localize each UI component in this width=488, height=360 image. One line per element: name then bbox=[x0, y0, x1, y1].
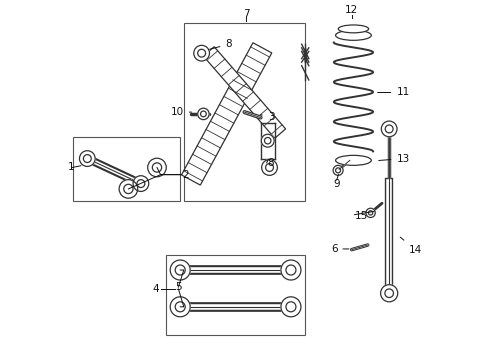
Circle shape bbox=[170, 260, 190, 280]
Polygon shape bbox=[203, 47, 285, 138]
Circle shape bbox=[332, 165, 343, 175]
Circle shape bbox=[261, 159, 277, 175]
Circle shape bbox=[365, 208, 374, 217]
Circle shape bbox=[137, 180, 144, 188]
Bar bbox=[73, 137, 180, 202]
Circle shape bbox=[335, 168, 340, 173]
Text: 3: 3 bbox=[260, 112, 274, 122]
Text: 7: 7 bbox=[243, 9, 249, 19]
Circle shape bbox=[197, 108, 209, 120]
Circle shape bbox=[281, 297, 300, 317]
Text: 9: 9 bbox=[333, 179, 339, 189]
Text: 12: 12 bbox=[345, 5, 358, 15]
Circle shape bbox=[170, 297, 190, 317]
Circle shape bbox=[367, 211, 372, 215]
Circle shape bbox=[123, 184, 133, 194]
Circle shape bbox=[281, 260, 300, 280]
Circle shape bbox=[193, 45, 209, 61]
Circle shape bbox=[265, 163, 273, 171]
Circle shape bbox=[175, 302, 185, 312]
Bar bbox=[183, 23, 305, 202]
Text: 15: 15 bbox=[354, 211, 368, 221]
Text: 13: 13 bbox=[378, 154, 409, 163]
Circle shape bbox=[285, 265, 295, 275]
Ellipse shape bbox=[335, 30, 370, 40]
Circle shape bbox=[147, 158, 166, 177]
Circle shape bbox=[80, 151, 95, 166]
Ellipse shape bbox=[335, 156, 370, 165]
Text: 6: 6 bbox=[330, 244, 348, 254]
Text: 5: 5 bbox=[175, 282, 181, 292]
Ellipse shape bbox=[338, 25, 368, 33]
Text: 8: 8 bbox=[209, 39, 231, 49]
Circle shape bbox=[200, 111, 206, 117]
Text: 1: 1 bbox=[68, 162, 75, 172]
Circle shape bbox=[175, 265, 185, 275]
Text: 4: 4 bbox=[152, 284, 159, 294]
Circle shape bbox=[152, 163, 162, 172]
Polygon shape bbox=[181, 43, 271, 185]
Circle shape bbox=[385, 125, 392, 133]
Circle shape bbox=[197, 49, 205, 57]
Text: 8: 8 bbox=[267, 158, 274, 168]
Circle shape bbox=[83, 155, 91, 162]
Text: 10: 10 bbox=[170, 107, 191, 117]
Circle shape bbox=[380, 285, 397, 302]
Circle shape bbox=[133, 176, 148, 192]
Text: 14: 14 bbox=[400, 237, 421, 255]
Circle shape bbox=[384, 289, 393, 297]
Text: 11: 11 bbox=[377, 87, 409, 98]
Circle shape bbox=[264, 138, 270, 144]
Circle shape bbox=[285, 302, 295, 312]
Bar bbox=[165, 255, 305, 336]
Circle shape bbox=[261, 134, 274, 147]
Text: 2: 2 bbox=[182, 170, 188, 180]
Circle shape bbox=[119, 180, 138, 198]
Circle shape bbox=[381, 121, 396, 137]
